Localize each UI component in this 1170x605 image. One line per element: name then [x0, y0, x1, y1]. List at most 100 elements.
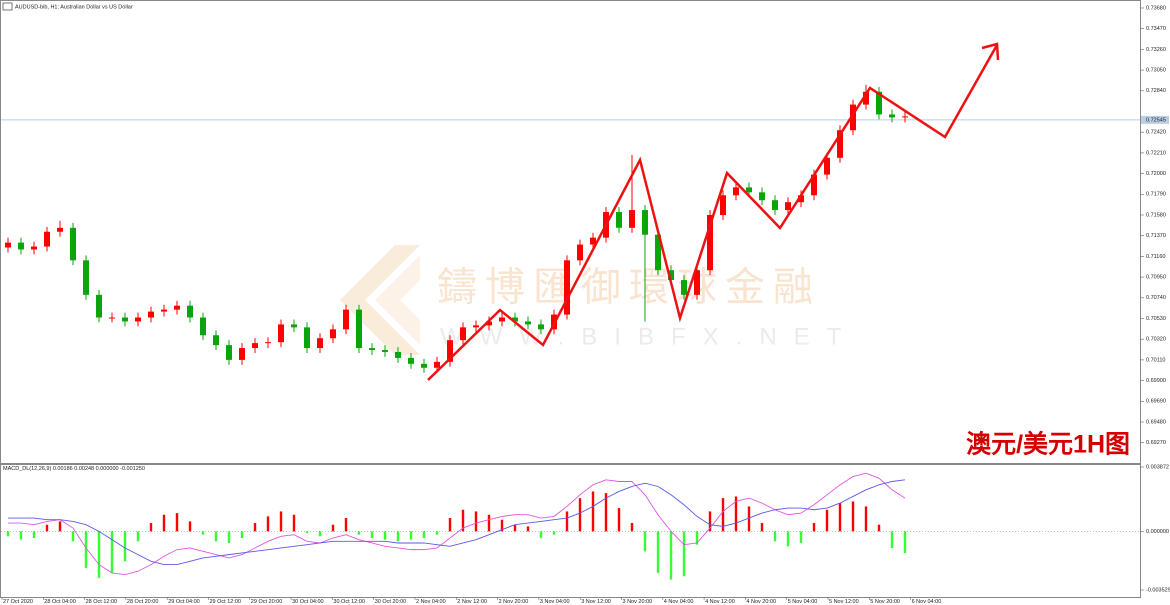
candle-body: [850, 104, 856, 131]
candle-body: [811, 174, 817, 196]
y-tick-label: 0.72840: [1146, 88, 1166, 94]
arrow-head: [981, 42, 1000, 61]
y-tick-label: 0.69480: [1146, 419, 1166, 425]
histogram-bar: [591, 491, 595, 532]
x-tick-label: 29 Oct 12:00: [210, 599, 242, 605]
x-tick-label: 27 Oct 2020: [3, 599, 33, 605]
histogram-bar: [786, 531, 790, 547]
x-tick-label: 2 Nov 04:00: [416, 599, 446, 605]
candle-body: [512, 317, 518, 322]
y-tick-label: 0.69270: [1146, 440, 1166, 446]
candle-body: [694, 270, 700, 295]
candle-body: [252, 343, 258, 349]
histogram-bar: [331, 524, 335, 532]
candle-body: [395, 352, 401, 358]
candle-body: [642, 210, 648, 235]
histogram-bar: [409, 531, 413, 540]
candle-body: [31, 246, 37, 250]
candle-body: [421, 363, 427, 368]
candle-body: [902, 116, 908, 118]
watermark-name: 鑄博匯御環球金融: [437, 266, 821, 310]
candle-body: [434, 361, 440, 368]
histogram-bar: [253, 523, 257, 532]
candle-body: [525, 321, 531, 325]
chart-icon: [2, 2, 13, 11]
histogram-bar: [474, 511, 478, 532]
x-tick-label: 2 Nov 12:00: [457, 599, 487, 605]
histogram-bar: [864, 506, 868, 532]
drawn-pattern: [427, 42, 1000, 381]
histogram-bar: [227, 531, 231, 543]
candle-body: [174, 305, 180, 310]
histogram-bar: [357, 531, 361, 535]
candle-body: [382, 350, 388, 353]
histogram-bar: [630, 523, 634, 532]
x-tick-label: 30 Oct 04:00: [292, 599, 324, 605]
histogram-bar: [19, 531, 23, 540]
watermark-url: WWW.BIBFX.NET: [440, 323, 858, 350]
histogram-bar: [97, 531, 101, 578]
candle-body: [837, 130, 843, 158]
histogram-bar: [162, 514, 166, 532]
histogram-bar: [760, 523, 764, 532]
watermark-logo: [375, 255, 420, 345]
histogram-bar: [110, 531, 114, 573]
candle-body: [824, 157, 830, 175]
histogram-bar: [552, 531, 556, 535]
histogram-bar: [721, 498, 725, 532]
histogram-bar: [123, 531, 127, 562]
candle-body: [57, 227, 63, 232]
histogram-bar: [747, 506, 751, 532]
current-price-label: 0.72545: [1146, 117, 1166, 123]
plot: 0.73680 0.73470 0.73260 0.73050 0.72840 0.724…: [1, 5, 1170, 605]
y-tick-label: 0.70740: [1146, 295, 1166, 301]
histogram-bar: [305, 531, 309, 534]
candle-body: [343, 309, 349, 330]
histogram-bar: [565, 511, 569, 532]
candle-body: [44, 231, 50, 247]
histogram-bar: [318, 531, 322, 537]
histogram-bar: [396, 531, 400, 542]
candle-body: [629, 210, 635, 228]
candle-body: [473, 325, 479, 328]
y-tick-label: 0.71790: [1146, 192, 1166, 198]
histogram-bar: [695, 531, 699, 545]
histogram-bar: [669, 531, 673, 580]
y-tick-label: 0.70110: [1146, 357, 1165, 363]
histogram-bar: [500, 519, 504, 532]
histogram-bar: [422, 531, 426, 539]
macd-line: [8, 472, 906, 576]
candle-body: [213, 335, 219, 346]
current-price-box: [1141, 115, 1169, 124]
y-tick-label: 0.72210: [1146, 150, 1166, 156]
y-tick-label: 0.000000: [1146, 529, 1169, 535]
y-tick-label: 0.72420: [1146, 130, 1166, 136]
candle-body: [265, 342, 271, 344]
y-tick-label: 0.003872: [1146, 464, 1169, 470]
histogram-bar: [708, 511, 712, 532]
x-tick-label: 5 Nov 20:00: [870, 599, 900, 605]
candle-body: [278, 324, 284, 343]
x-tick-label: 4 Nov 20:00: [746, 599, 776, 605]
macd-line: [8, 479, 906, 566]
x-tick-label: 28 Oct 04:00: [44, 599, 76, 605]
histogram-bar: [487, 514, 491, 532]
candle-body: [681, 280, 687, 295]
histogram-bar: [851, 501, 855, 532]
candle-body: [96, 294, 102, 318]
histogram-bar: [448, 518, 452, 532]
x-tick-label: 29 Oct 04:00: [168, 599, 200, 605]
x-tick-label: 29 Oct 20:00: [251, 599, 282, 605]
candle-body: [538, 324, 544, 330]
x-tick-label: 5 Nov 04:00: [788, 599, 818, 605]
candle-body: [720, 195, 726, 215]
histogram-bar: [799, 531, 803, 543]
candle-body: [369, 348, 375, 351]
y-tick-label: 0.73050: [1146, 68, 1166, 74]
candle-body: [356, 309, 362, 349]
histogram-bar: [383, 531, 387, 540]
histogram-bar: [734, 496, 738, 532]
y-tick-label: 0.71580: [1146, 212, 1166, 218]
histogram-bar: [292, 514, 296, 532]
histogram-bar: [526, 526, 530, 532]
